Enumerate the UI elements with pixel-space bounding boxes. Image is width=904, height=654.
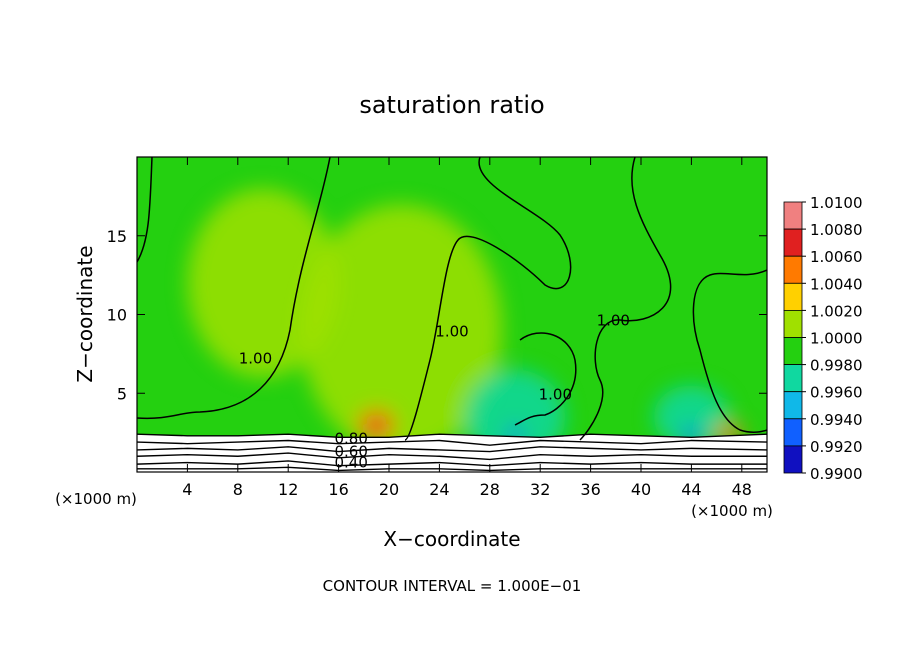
x-tick-label-3: 16	[328, 480, 348, 499]
contour-line-1	[137, 439, 767, 446]
contour-label-0: 1.00	[239, 349, 272, 367]
colorbar-label-10: 0.9900	[810, 465, 863, 483]
y-tick-label-0: 5	[117, 384, 127, 403]
contour-label-1: 1.00	[435, 323, 468, 341]
x-tick-label-2: 12	[278, 480, 298, 499]
colorbar-label-0: 1.0100	[810, 194, 863, 212]
contour-wave-5	[692, 269, 767, 433]
colorbar-cell-3	[783, 282, 803, 311]
x-tick-label-9: 40	[631, 480, 651, 499]
contour-line-2	[137, 446, 767, 453]
x-tick-label-5: 24	[429, 480, 449, 499]
x-axis-ticks: 4 8 12 16 20 24 28 32 36 40 44 48	[182, 157, 752, 499]
x-unit-right: (×1000 m)	[691, 502, 773, 520]
contour-wave-0	[137, 157, 153, 263]
colorbar-cell-9	[783, 445, 803, 474]
colorbar-cell-8	[783, 418, 803, 447]
colorbar-cell-4	[783, 309, 803, 338]
contour-line-3	[137, 452, 767, 461]
colorbar-cell-1	[783, 228, 803, 257]
x-tick-label-6: 28	[480, 480, 500, 499]
x-unit-left: (×1000 m)	[55, 490, 137, 508]
colorbar-label-2: 1.0060	[810, 248, 863, 266]
field-patch-5	[366, 420, 387, 436]
contour-wave-4	[579, 157, 672, 441]
x-tick-label-10: 44	[681, 480, 701, 499]
contour-label-3: 1.00	[597, 312, 630, 330]
y-axis-label: Z−coordinate	[73, 245, 97, 382]
field-patch-1	[187, 188, 339, 378]
colorbar-label-3: 1.0040	[810, 275, 863, 293]
field-patches	[187, 188, 745, 465]
chart-title: saturation ratio	[359, 91, 544, 119]
colorbar-cell-5	[783, 337, 803, 366]
contour-label-5: 0.60	[334, 442, 367, 460]
field-patch-0	[300, 204, 503, 457]
plot-content	[137, 157, 767, 472]
contour-label-6: 0.40	[334, 453, 367, 471]
colorbar-cell-6	[783, 364, 803, 393]
contour-line-0	[137, 433, 767, 439]
colorbar-label-4: 1.0020	[810, 302, 863, 320]
x-tick-label-7: 32	[530, 480, 550, 499]
colorbar-label-1: 1.0080	[810, 221, 863, 239]
colorbar-label-9: 0.9920	[810, 438, 863, 456]
colorbar-label-5: 1.0000	[810, 330, 863, 348]
y-axis-ticks: 5 10 15	[107, 227, 767, 403]
colorbar-cell-7	[783, 391, 803, 420]
colorbar-label-8: 0.9940	[810, 411, 863, 429]
x-axis-label: X−coordinate	[383, 527, 520, 551]
colorbar-label-7: 0.9960	[810, 384, 863, 402]
plot-area: 1.00 1.00 1.00 1.00 0.800.600.40	[136, 156, 768, 473]
x-tick-label-1: 8	[233, 480, 243, 499]
y-tick-label-2: 15	[107, 227, 127, 246]
x-tick-label-11: 48	[732, 480, 752, 499]
dry-layer-fill	[137, 434, 767, 472]
y-tick-label-1: 10	[107, 306, 127, 325]
contour-wave-1	[137, 157, 331, 420]
x-tick-label-0: 4	[182, 480, 192, 499]
colorbar-label-6: 0.9980	[810, 357, 863, 375]
contour-wave-3	[514, 332, 577, 426]
colorbar-cell-2	[783, 255, 803, 284]
contour-label-2: 1.00	[539, 386, 572, 404]
colorbar-cell-0	[783, 201, 803, 230]
x-tick-label-8: 36	[580, 480, 600, 499]
x-tick-label-4: 20	[379, 480, 399, 499]
contour-wave-2	[404, 157, 572, 441]
field-patch-3	[653, 385, 730, 449]
colorbar: 1.0100 1.0080 1.0060 1.0040 1.0020 1.0000 0.99…	[783, 194, 863, 483]
contour-interval-footer: CONTOUR INTERVAL = 1.000E−01	[323, 577, 582, 595]
contour-label-4: 0.80	[334, 430, 367, 448]
